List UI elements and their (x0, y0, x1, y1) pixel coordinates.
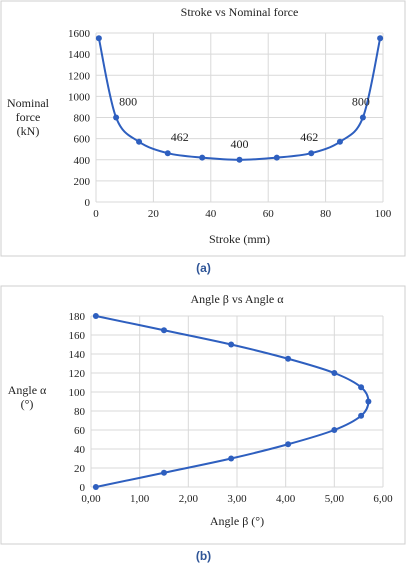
x-tick-label: 5,00 (325, 493, 345, 505)
x-tick-label: 6,00 (373, 493, 393, 505)
y-tick-label: 80 (74, 406, 86, 418)
chart-b-ylabel-line: (°) (20, 397, 34, 411)
y-tick-label: 40 (74, 444, 86, 456)
x-tick-label: 2,00 (179, 493, 199, 505)
y-tick-label: 1600 (68, 28, 91, 40)
data-point (273, 154, 280, 161)
data-point (285, 441, 292, 448)
data-point (92, 484, 99, 490)
data-point (164, 150, 171, 157)
data-label: 462 (171, 130, 189, 144)
data-point (359, 114, 366, 121)
y-tick-label: 800 (74, 113, 91, 125)
chart-b: 0 20 40 60 80 100 120 140 160 180 0,00 1,00 2,00 3,00… (0, 285, 407, 547)
chart-a: 0 200 400 600 800 1000 1200 1400 1600 0 20 40 60 80 10… (0, 0, 407, 258)
y-tick-label: 1000 (68, 91, 91, 103)
data-point (358, 384, 365, 391)
y-tick-label: 1200 (68, 70, 91, 82)
data-point (228, 455, 235, 462)
x-tick-label: 0 (93, 208, 99, 220)
data-point (236, 156, 243, 163)
chart-a-svg: 0 200 400 600 800 1000 1200 1400 1600 0 20 40 60 80 10… (0, 0, 406, 257)
data-label: 462 (300, 130, 318, 144)
x-tick-label: 1,00 (130, 493, 150, 505)
data-label: 400 (231, 137, 249, 151)
data-label: 800 (119, 95, 137, 109)
chart-a-ylabel-line: force (15, 110, 41, 124)
data-point (308, 150, 315, 157)
chart-b-svg: 0 20 40 60 80 100 120 140 160 180 0,00 1,00 2,00 3,00… (0, 285, 406, 545)
chart-title: Stroke vs Nominal force (181, 5, 299, 19)
data-point (331, 370, 338, 376)
data-point (161, 469, 167, 476)
data-point (331, 427, 338, 433)
chart-frame (0, 285, 406, 545)
y-tick-label: 0 (80, 482, 86, 494)
chart-title: Angle β vs Angle α (190, 292, 284, 306)
data-point (199, 154, 206, 161)
y-tick-label: 140 (69, 349, 86, 361)
y-tick-label: 400 (74, 155, 91, 167)
data-point (365, 398, 372, 405)
data-point (336, 138, 343, 145)
data-point (161, 327, 167, 334)
data-point (95, 35, 102, 42)
caption-a: (a) (196, 261, 211, 275)
x-tick-label: 40 (205, 208, 217, 220)
y-tick-label: 600 (74, 134, 91, 146)
data-point (228, 341, 235, 348)
x-tick-label: 100 (375, 208, 392, 220)
data-label: 800 (352, 95, 370, 109)
data-point (377, 35, 384, 42)
x-axis-label: Angle β (°) (210, 514, 264, 528)
y-tick-label: 180 (69, 311, 86, 323)
data-point (285, 355, 292, 362)
x-tick-label: 3,00 (227, 493, 247, 505)
y-tick-label: 120 (69, 368, 86, 380)
chart-b-ylabel-line: Angle α (7, 383, 47, 397)
chart-a-ylabel-line: Nominal (7, 96, 49, 110)
y-tick-label: 20 (74, 463, 86, 475)
data-point (358, 412, 365, 419)
y-tick-label: 0 (85, 197, 91, 209)
chart-a-ylabel-line: (kN) (16, 124, 40, 138)
x-axis-label: Stroke (mm) (209, 232, 270, 246)
chart-a-ylabel: Nominal force (kN) (2, 96, 54, 138)
x-tick-label: 80 (320, 208, 332, 220)
x-tick-label: 4,00 (276, 493, 296, 505)
caption-b: (b) (195, 549, 212, 563)
x-tick-label: 60 (263, 208, 275, 220)
chart-b-ylabel: Angle α (°) (4, 383, 50, 411)
x-tick-label: 20 (148, 208, 160, 220)
x-tick-label: 0,00 (81, 493, 101, 505)
data-point (113, 114, 120, 121)
y-tick-label: 60 (74, 425, 86, 437)
data-point (92, 313, 99, 319)
data-point (136, 138, 143, 145)
chart-frame (0, 0, 406, 257)
y-tick-label: 1400 (68, 49, 91, 61)
y-tick-label: 160 (69, 330, 86, 342)
y-tick-label: 200 (74, 176, 91, 188)
y-tick-label: 100 (69, 387, 86, 399)
